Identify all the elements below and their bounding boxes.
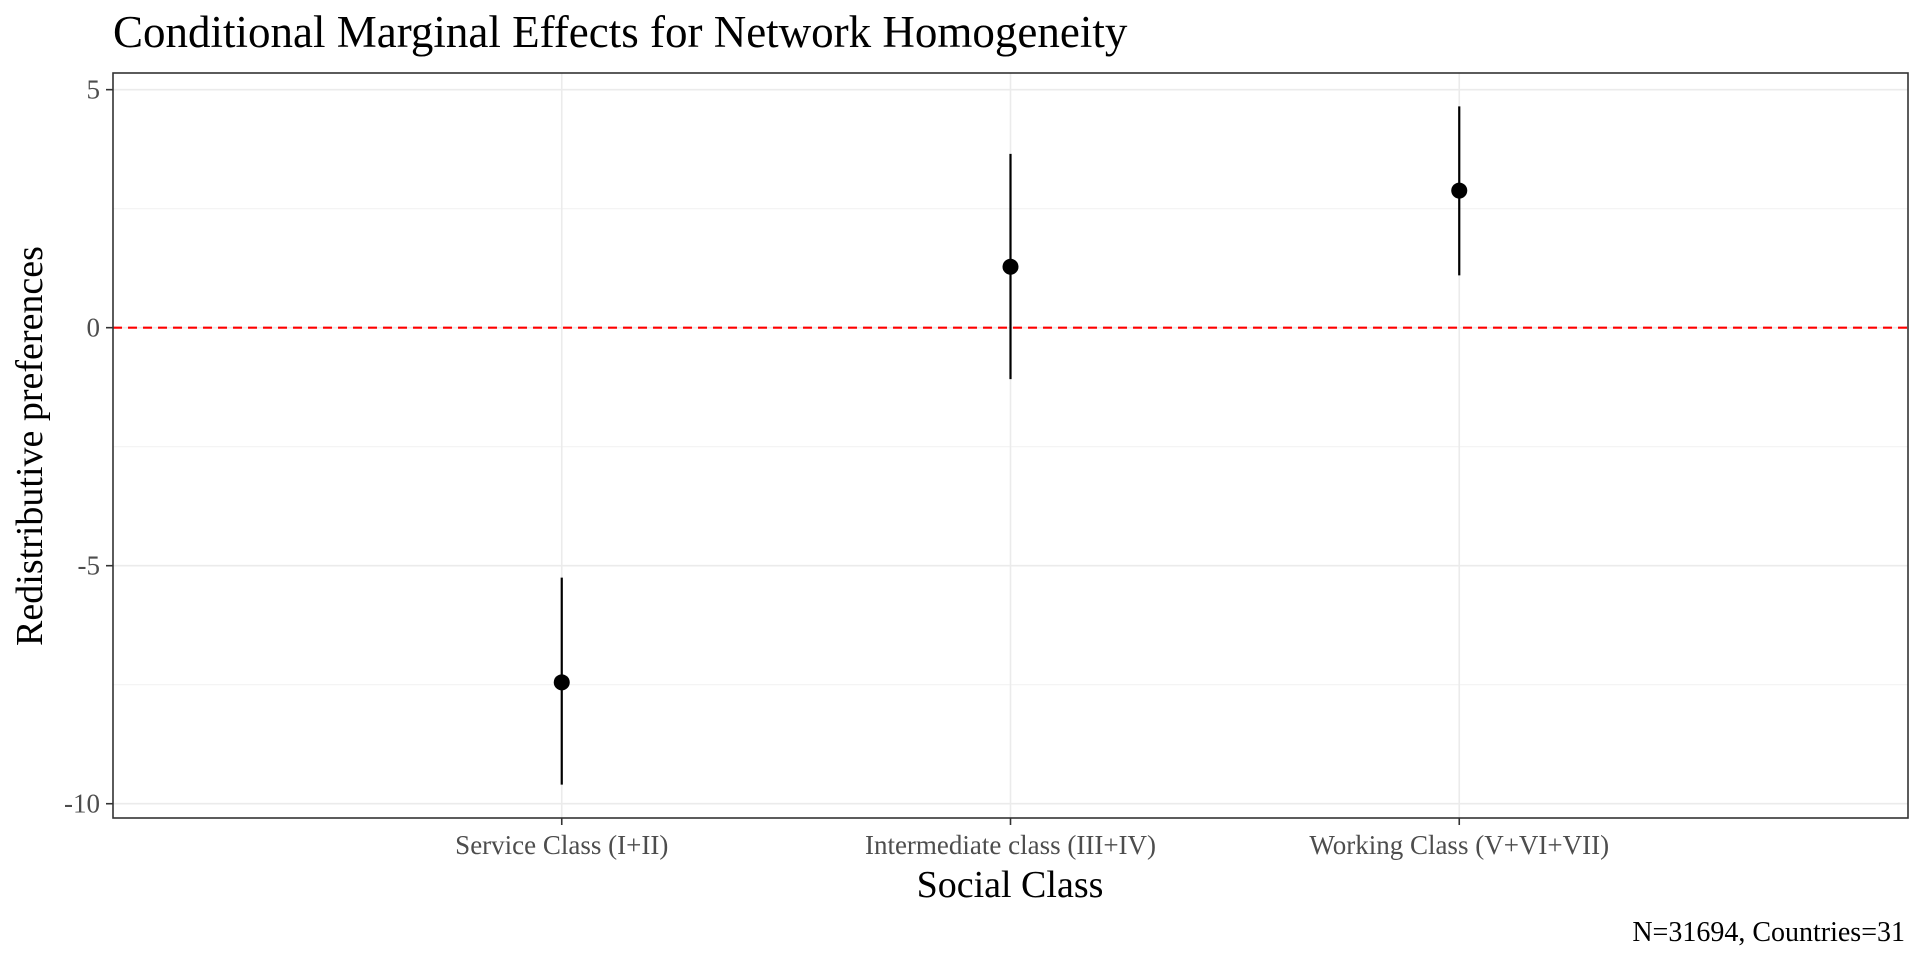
- estimate-point: [1451, 182, 1468, 199]
- y-tick-label: -10: [64, 789, 100, 819]
- caption: N=31694, Countries=31: [1632, 917, 1905, 948]
- x-axis-title: Social Class: [917, 864, 1104, 906]
- x-tick-label: Service Class (I+II): [455, 830, 668, 860]
- y-tick-label: -5: [78, 551, 101, 581]
- y-tick-label: 5: [87, 75, 101, 105]
- x-tick-label: Intermediate class (III+IV): [865, 830, 1156, 860]
- x-axis: Service Class (I+II) Intermediate class (…: [455, 818, 1609, 860]
- y-tick-label: 0: [87, 313, 101, 343]
- x-tick-label: Working Class (V+VI+VII): [1309, 830, 1609, 860]
- points: [553, 182, 1468, 691]
- y-axis: -10 -5 0 5: [64, 75, 113, 819]
- estimate-point: [553, 674, 570, 691]
- estimate-point: [1002, 258, 1019, 275]
- chart-title: Conditional Marginal Effects for Network…: [113, 7, 1128, 57]
- y-axis-title: Redistributive preferences: [9, 246, 51, 646]
